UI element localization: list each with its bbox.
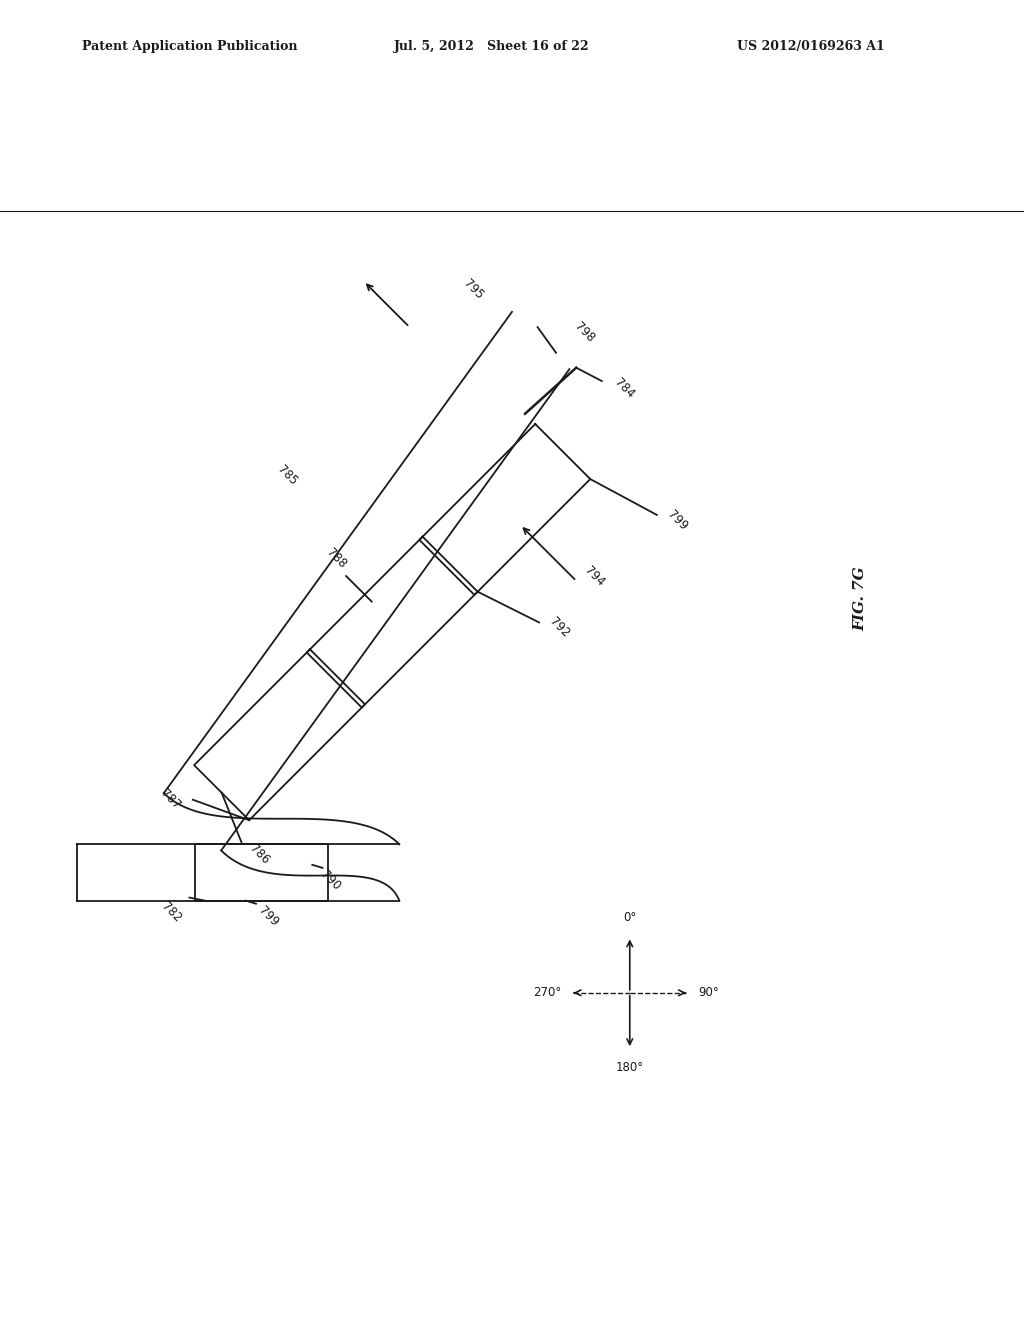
- Text: FIG. 7G: FIG. 7G: [853, 566, 867, 631]
- Text: 270°: 270°: [532, 986, 561, 999]
- Text: 799: 799: [665, 507, 690, 532]
- Text: US 2012/0169263 A1: US 2012/0169263 A1: [737, 40, 885, 53]
- Text: 0°: 0°: [624, 911, 636, 924]
- Text: 799: 799: [256, 903, 282, 928]
- Text: 788: 788: [324, 546, 348, 572]
- Text: 787: 787: [158, 787, 182, 812]
- Text: 785: 785: [274, 463, 299, 488]
- Text: 786: 786: [247, 842, 272, 867]
- Text: 90°: 90°: [698, 986, 719, 999]
- Text: Patent Application Publication: Patent Application Publication: [82, 40, 297, 53]
- Text: 794: 794: [582, 564, 607, 589]
- Text: 798: 798: [571, 319, 596, 345]
- Text: 784: 784: [612, 376, 637, 401]
- Text: 795: 795: [461, 277, 485, 302]
- Text: 790: 790: [317, 867, 342, 892]
- Text: 180°: 180°: [615, 1061, 644, 1074]
- Text: 782: 782: [159, 900, 183, 925]
- Text: Jul. 5, 2012   Sheet 16 of 22: Jul. 5, 2012 Sheet 16 of 22: [394, 40, 590, 53]
- Text: 792: 792: [547, 615, 572, 640]
